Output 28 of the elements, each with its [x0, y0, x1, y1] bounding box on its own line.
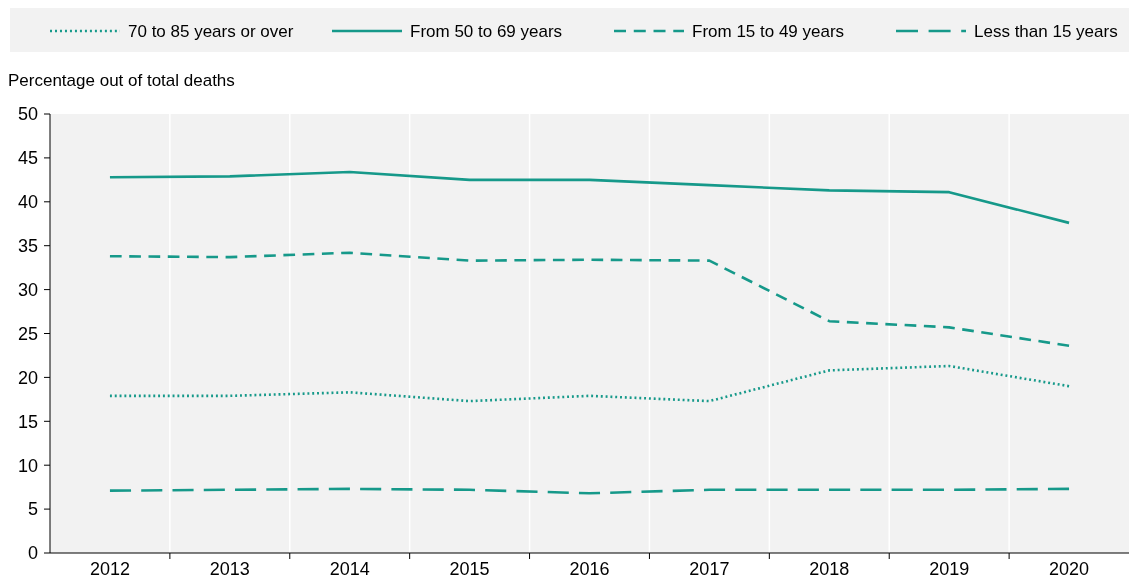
x-tick-label: 2015: [449, 559, 490, 579]
y-tick-label: 20: [17, 367, 38, 388]
line-series: [108, 170, 1071, 225]
y-tick-label: 50: [17, 104, 38, 125]
y-tick-label: 30: [17, 279, 38, 300]
x-tick-label: 2017: [689, 559, 730, 579]
y-tick-label: 25: [17, 323, 38, 344]
y-tick-label: 15: [17, 411, 38, 432]
line-series: [108, 364, 1071, 403]
y-axis-title: Percentage out of total deaths: [8, 71, 235, 90]
x-tick-label: 2019: [929, 559, 970, 579]
y-tick-label: 10: [17, 455, 38, 476]
y-tick-label: 35: [17, 236, 38, 256]
y-tick-label: 45: [17, 148, 38, 169]
line-series: [108, 251, 1071, 348]
x-tick-label: 2014: [329, 559, 370, 579]
legend-label: From 15 to 49 years: [692, 21, 845, 41]
x-tick-label: 2018: [809, 559, 850, 579]
legend-label: 70 to 85 years or over: [128, 21, 294, 41]
legend-label: From 50 to 69 years: [410, 21, 563, 41]
y-tick-label: 0: [27, 543, 38, 564]
x-tick-label: 2012: [89, 559, 130, 579]
x-tick-label: 2016: [569, 559, 610, 579]
legend-label: Less than 15 years: [974, 21, 1118, 41]
y-tick-label: 40: [17, 192, 38, 213]
x-tick-label: 2013: [209, 559, 250, 579]
x-tick-label: 2020: [1049, 559, 1090, 579]
y-tick-label: 5: [27, 499, 38, 520]
